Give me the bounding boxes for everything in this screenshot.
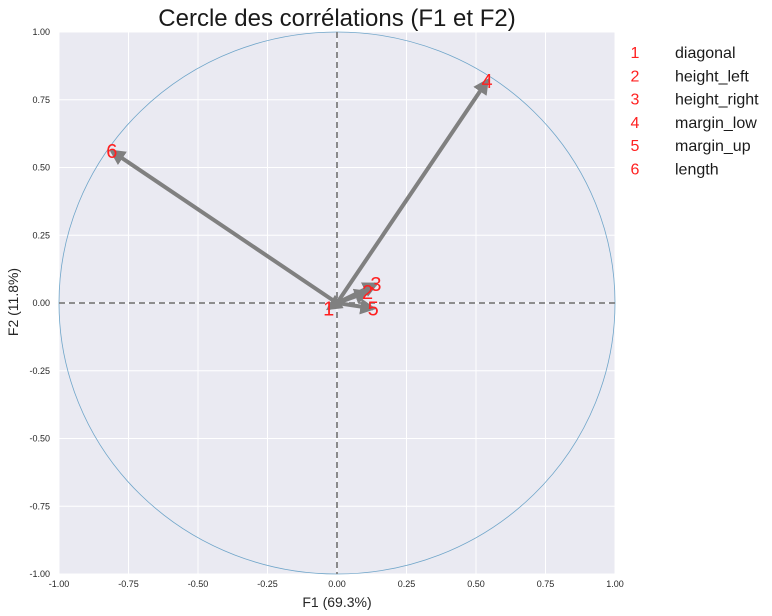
y-tick-label: 0.75 <box>32 95 50 105</box>
y-axis-label: F2 (11.8%) <box>5 268 21 336</box>
vector-label-diagonal: 1 <box>323 298 334 320</box>
y-tick-label: 0.00 <box>32 298 50 308</box>
x-tick-label: -1.00 <box>49 579 70 589</box>
y-tick-label: 0.25 <box>32 230 50 240</box>
legend-name: margin_up <box>675 138 751 155</box>
legend: 1 diagonal 2 height_left 3 height_right 4 margi… <box>631 45 760 179</box>
x-tick-label: 1.00 <box>606 579 624 589</box>
x-axis-label: F1 (69.3%) <box>302 594 371 610</box>
vector-label-margin_up: 5 <box>368 298 379 320</box>
legend-number: 1 <box>631 45 640 62</box>
legend-number: 5 <box>631 138 640 155</box>
legend-number: 2 <box>631 68 640 85</box>
plot-area: -1.00 -0.75 -0.50 -0.25 0.00 0.25 0.50 0.75 1.00… <box>29 27 623 589</box>
vector-arrow-margin_low <box>335 78 489 305</box>
legend-number: 6 <box>631 162 640 179</box>
vector-label-height_left: 2 <box>362 282 373 304</box>
x-tick-label: 0.75 <box>537 579 555 589</box>
vector-label-margin_low: 4 <box>482 71 493 93</box>
y-tick-label: -0.75 <box>29 501 50 511</box>
x-tick-label: 0.50 <box>467 579 485 589</box>
y-tick-label: -1.00 <box>29 569 50 579</box>
x-tick-label: -0.25 <box>257 579 278 589</box>
vector-arrow-height_right <box>336 282 379 305</box>
x-tick-label: 0.00 <box>328 579 346 589</box>
vector-label-length: 6 <box>106 141 117 163</box>
y-tick-label: 1.00 <box>32 27 50 37</box>
y-tick-label: -0.50 <box>29 434 50 444</box>
y-tick-label: -0.25 <box>29 366 50 376</box>
y-tick-label: 0.50 <box>32 163 50 173</box>
legend-number: 3 <box>631 92 640 109</box>
legend-name: height_right <box>675 92 759 109</box>
chart-title: Cercle des corrélations (F1 et F2) <box>158 5 515 32</box>
vector-label-height_right: 3 <box>370 274 381 296</box>
vector-arrow-length <box>109 149 339 305</box>
legend-number: 4 <box>631 115 640 132</box>
x-tick-label: -0.50 <box>188 579 209 589</box>
legend-name: diagonal <box>675 45 736 62</box>
x-tick-label: 0.25 <box>398 579 416 589</box>
x-tick-label: -0.75 <box>118 579 139 589</box>
vector-arrow-margin_up <box>336 298 377 315</box>
legend-name: margin_low <box>675 115 757 132</box>
legend-name: length <box>675 162 719 179</box>
legend-name: height_left <box>675 68 749 85</box>
